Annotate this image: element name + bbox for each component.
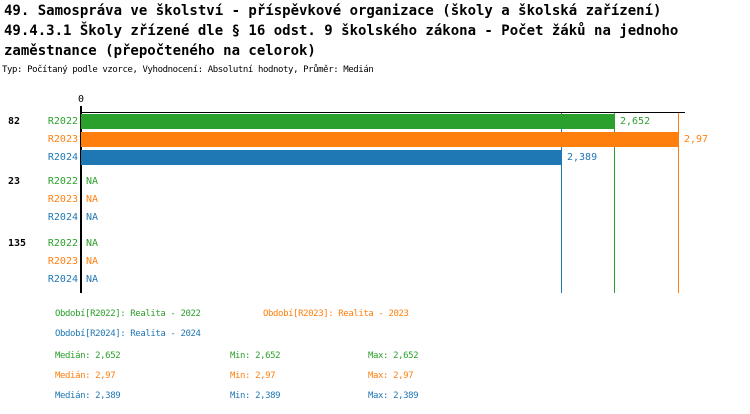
series-label-R2022: R2022: [47, 116, 78, 127]
bar-R2024: [81, 150, 562, 165]
report-title-line-1: 49. Samospráva ve školství - příspěvkové…: [4, 3, 662, 19]
bar-value-label: 2,97: [684, 134, 709, 145]
legend-item-blue: Období[R2024]: Realita - 2024: [55, 329, 201, 339]
reference-line-orange: [678, 112, 679, 293]
report-title-line-3: zaměstnance (přepočteného na celorok): [4, 43, 316, 59]
stat-min-label-green: Min: 2,652: [230, 351, 281, 361]
legend-item-orange: Období[R2023]: Realita - 2023: [263, 309, 409, 319]
bar-value-label: 2,389: [567, 152, 598, 163]
bar-R2022: [81, 114, 615, 129]
group-label-82: 82: [8, 116, 21, 127]
stat-median-label-green: Medián: 2,652: [55, 351, 121, 361]
series-label-R2023: R2023: [47, 256, 78, 267]
group-label-23: 23: [8, 176, 21, 187]
x-axis-line: [80, 112, 685, 113]
na-value-label: NA: [86, 274, 99, 285]
y-axis-line: [80, 112, 82, 293]
na-value-label: NA: [86, 238, 99, 249]
stat-max-label-blue: Max: 2,389: [368, 391, 419, 401]
series-label-R2024: R2024: [47, 152, 78, 163]
series-label-R2024: R2024: [47, 274, 78, 285]
series-label-R2022: R2022: [47, 238, 78, 249]
na-value-label: NA: [86, 194, 99, 205]
reference-line-green: [614, 112, 615, 293]
legend-item-green: Období[R2022]: Realita - 2022: [55, 309, 201, 319]
na-value-label: NA: [86, 256, 99, 267]
stat-min-label-orange: Min: 2,97: [230, 371, 276, 381]
reference-line-blue: [561, 112, 562, 293]
stat-min-label-blue: Min: 2,389: [230, 391, 281, 401]
series-label-R2023: R2023: [47, 194, 78, 205]
na-value-label: NA: [86, 212, 99, 223]
origin-tick-label: 0: [77, 94, 85, 105]
bar-value-label: 2,652: [620, 116, 651, 127]
stat-max-label-orange: Max: 2,97: [368, 371, 414, 381]
group-label-135: 135: [8, 238, 27, 249]
stat-max-label-green: Max: 2,652: [368, 351, 419, 361]
bar-R2023: [81, 132, 679, 147]
origin-tick-mark: [80, 106, 82, 112]
series-label-R2023: R2023: [47, 134, 78, 145]
series-label-R2022: R2022: [47, 176, 78, 187]
series-label-R2024: R2024: [47, 212, 78, 223]
stat-median-label-orange: Medián: 2,97: [55, 371, 116, 381]
na-value-label: NA: [86, 176, 99, 187]
report-title-line-2: 49.4.3.1 Školy zřízené dle § 16 odst. 9 …: [4, 23, 679, 39]
stat-median-label-blue: Medián: 2,389: [55, 391, 121, 401]
report-subtitle: Typ: Počítaný podle vzorce, Vyhodnocení:…: [2, 65, 374, 75]
